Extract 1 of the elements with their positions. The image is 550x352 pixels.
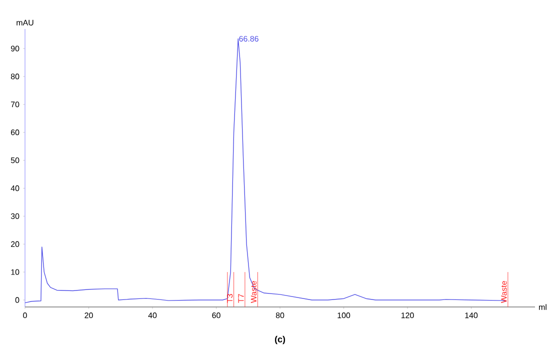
text: (c): [274, 336, 286, 344]
